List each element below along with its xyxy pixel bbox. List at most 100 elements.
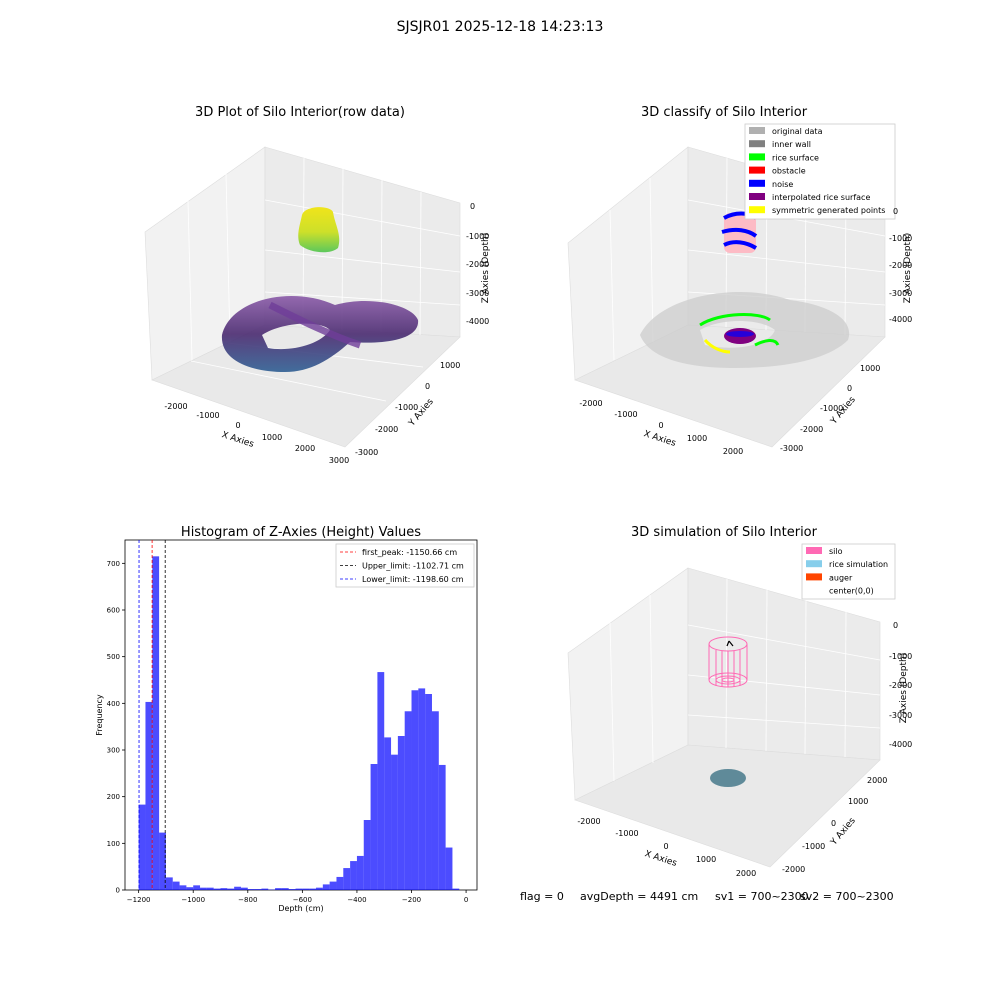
classify-legend-label: noise xyxy=(772,180,793,189)
classify-y-tick: -3000 xyxy=(780,444,803,453)
simulation-y-tick: -2000 xyxy=(782,865,805,874)
raw-z-ticks: 0 -1000 -2000 -3000 -4000 xyxy=(466,202,489,326)
classify-z-tick: 0 xyxy=(893,207,898,216)
classify-legend-label: interpolated rice surface xyxy=(772,193,870,202)
raw-x-tick: 2000 xyxy=(295,444,315,453)
raw-z-label: Z Axies (Depth) xyxy=(481,233,491,304)
classify-x-tick: -1000 xyxy=(614,410,637,419)
histogram-bar xyxy=(397,736,405,890)
histogram-bar xyxy=(172,881,180,890)
histogram-bar xyxy=(343,868,351,890)
raw-x-tick: -2000 xyxy=(164,402,187,411)
simulation-y-tick: 2000 xyxy=(867,776,887,785)
simulation-legend-label: auger xyxy=(829,573,853,582)
status-sv1: sv1 = 700~2300 xyxy=(715,890,809,903)
histogram-bar xyxy=(288,889,296,890)
raw-x-ticks: -2000 -1000 0 1000 2000 3000 xyxy=(164,402,349,465)
histogram-y-tick: 200 xyxy=(107,793,120,801)
raw-y-label: Y Axies xyxy=(407,397,436,429)
histogram-y-tick: 0 xyxy=(116,887,120,895)
raw-y-tick: -1000 xyxy=(395,403,418,412)
histogram-bar xyxy=(206,887,214,890)
histogram-y-ticks: 0 100 200 300 400 500 600 700 xyxy=(107,560,125,895)
classify-x-tick: 2000 xyxy=(723,447,743,456)
histogram-x-tick: −1000 xyxy=(181,896,205,904)
classify-z-tick: -1000 xyxy=(889,234,912,243)
classify-legend-label: rice surface xyxy=(772,153,819,162)
histogram-legend: first_peak: -1150.66 cm Upper_limit: -110… xyxy=(335,543,475,588)
raw-z-tick: 0 xyxy=(470,202,475,211)
histogram-bar xyxy=(213,888,221,890)
simulation-z-tick: -4000 xyxy=(889,740,912,749)
simulation-y-tick: -1000 xyxy=(802,842,825,851)
histogram-y-label: Frequency xyxy=(95,694,104,736)
raw-z-tick: -2000 xyxy=(466,260,489,269)
simulation-z-tick: -1000 xyxy=(889,652,912,661)
simulation-x-tick: 1000 xyxy=(696,855,716,864)
histogram-y-tick: 100 xyxy=(107,840,120,848)
raw-ring-crossing xyxy=(268,301,362,349)
classify-x-label: X Axies xyxy=(642,429,677,449)
simulation-legend-swatch xyxy=(806,560,822,568)
raw-x-label: X Axies xyxy=(220,430,255,450)
histogram-legend-label: first_peak: -1150.66 cm xyxy=(362,548,457,557)
simulation-legend-label: rice simulation xyxy=(829,560,888,569)
histogram-bar xyxy=(302,888,310,890)
histogram-bar xyxy=(411,690,419,890)
histogram-bar xyxy=(404,711,412,890)
histogram-title: Histogram of Z-Axies (Height) Values xyxy=(181,525,421,540)
histogram-x-tick: −600 xyxy=(293,896,312,904)
raw-z-tick: -1000 xyxy=(466,232,489,241)
classify-rice-surface-arc xyxy=(699,313,771,327)
histogram-x-tick: −400 xyxy=(347,896,366,904)
classify-title: 3D classify of Silo Interior xyxy=(641,105,808,120)
histogram-bar xyxy=(370,764,378,890)
classify-y-tick: -2000 xyxy=(800,425,823,434)
histogram-x-tick: 0 xyxy=(464,896,468,904)
histogram-legend-label: Lower_limit: -1198.60 cm xyxy=(362,575,464,584)
histogram-bar xyxy=(261,888,269,890)
classify-x-tick: -2000 xyxy=(579,399,602,408)
histogram-bar xyxy=(384,737,392,890)
classify-symmetric-points xyxy=(703,338,731,354)
classify-y-tick: 0 xyxy=(847,384,852,393)
histogram-y-tick: 600 xyxy=(107,607,120,615)
simulation-x-ticks: -2000 -1000 0 1000 2000 xyxy=(577,817,756,878)
histogram-bar xyxy=(186,887,194,890)
figure-suptitle: SJSJR01 2025-12-18 14:23:13 xyxy=(397,19,604,35)
raw-y-tick: -2000 xyxy=(375,425,398,434)
histogram-bar xyxy=(350,861,357,890)
raw-z-tick: -3000 xyxy=(466,289,489,298)
histogram-bar xyxy=(200,887,207,890)
histogram-bar xyxy=(240,887,248,890)
simulation-legend-label: center(0,0) xyxy=(829,587,874,596)
simulation-rice-disc xyxy=(710,769,746,787)
histogram-bar xyxy=(159,832,166,890)
raw-y-tick: 0 xyxy=(425,382,430,391)
classify-legend-frame xyxy=(744,123,896,220)
classify-x-tick: 1000 xyxy=(687,434,707,443)
histogram-bar xyxy=(425,694,432,890)
classify-legend-swatch xyxy=(749,179,765,187)
histogram-bar xyxy=(295,888,303,890)
simulation-x-label: X Axies xyxy=(643,849,678,869)
simulation-legend-swatch xyxy=(806,573,822,581)
classify-y-tick: 1000 xyxy=(860,364,880,373)
histogram-bar xyxy=(418,688,426,890)
simulation-x-tick: -1000 xyxy=(615,829,638,838)
classify-legend-swatch xyxy=(749,193,765,200)
histogram-y-tick: 400 xyxy=(107,700,120,708)
histogram-bar xyxy=(431,711,439,890)
histogram-bar xyxy=(445,847,453,890)
histogram-bar xyxy=(193,885,201,890)
simulation-silo-cylinder xyxy=(708,636,748,688)
raw-blob-points xyxy=(298,207,340,253)
simulation-status-line: flag = 0 avgDepth = 4491 cm sv1 = 700~23… xyxy=(520,890,894,903)
histogram-bar xyxy=(281,888,289,890)
raw-y-tick: -3000 xyxy=(355,448,378,457)
classify-y-ticks: 1000 0 -1000 -2000 -3000 xyxy=(780,364,880,453)
status-flag: flag = 0 xyxy=(520,890,564,903)
raw-x-tick: 0 xyxy=(235,421,240,430)
classify-legend-label: inner wall xyxy=(772,140,811,149)
histogram-x-label: Depth (cm) xyxy=(278,904,323,913)
